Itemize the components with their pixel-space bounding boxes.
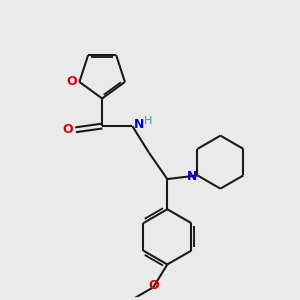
Text: O: O [66, 75, 76, 88]
Text: O: O [62, 123, 73, 136]
Text: N: N [186, 169, 197, 183]
Text: N: N [134, 118, 144, 131]
Text: O: O [148, 279, 159, 292]
Text: H: H [144, 116, 152, 126]
